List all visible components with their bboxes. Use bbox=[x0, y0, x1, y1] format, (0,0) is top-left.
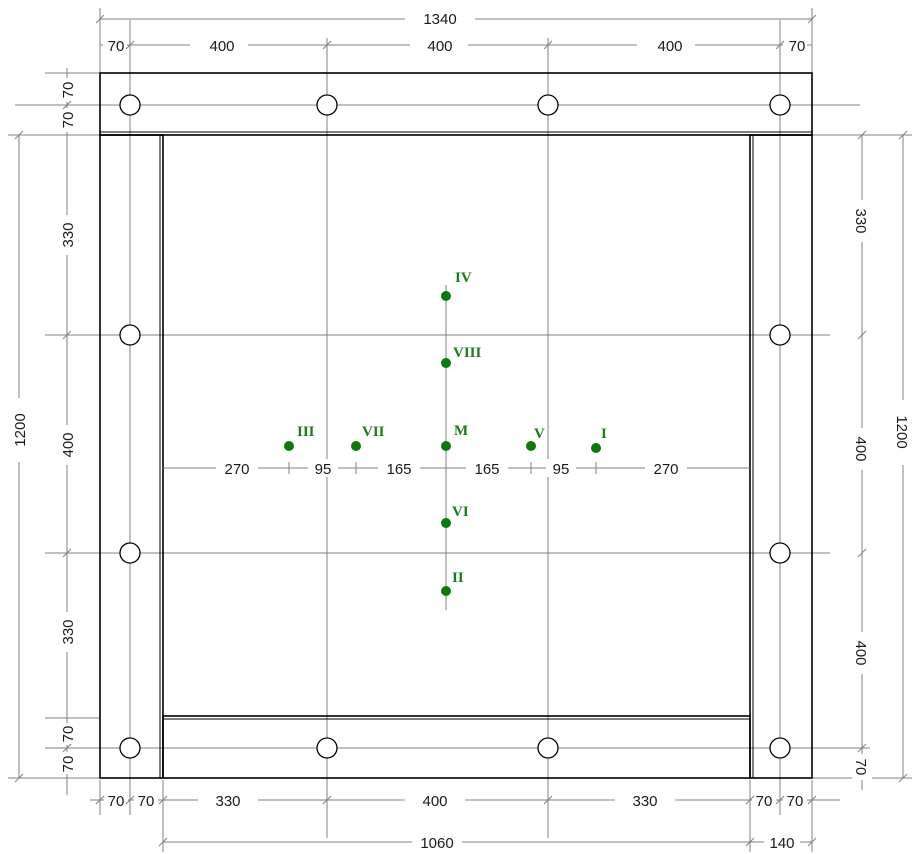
point-dot bbox=[441, 441, 451, 451]
dim-label: 400 bbox=[852, 640, 869, 665]
bolt-hole bbox=[316, 94, 338, 116]
bolt-hole bbox=[119, 737, 141, 759]
dim-label: 1340 bbox=[423, 11, 456, 28]
bolt-hole bbox=[537, 737, 559, 759]
dim-top-total: 1340 bbox=[95, 11, 817, 28]
dim-label: 70 bbox=[108, 793, 125, 810]
point-label: VI bbox=[452, 504, 469, 520]
point-III: III bbox=[284, 424, 315, 451]
bolt-holes bbox=[119, 94, 791, 759]
dim-label: 70 bbox=[787, 793, 804, 810]
dim-label: 140 bbox=[769, 835, 794, 852]
dim-top-segments: 70 400 400 400 70 bbox=[100, 36, 812, 55]
point-I: I bbox=[591, 426, 607, 453]
dim-label: 400 bbox=[657, 38, 682, 55]
point-dot bbox=[526, 441, 536, 451]
dim-label: 1060 bbox=[420, 835, 453, 852]
point-label: III bbox=[297, 424, 315, 440]
bolt-hole bbox=[769, 94, 791, 116]
dim-label: 330 bbox=[215, 793, 240, 810]
point-dot bbox=[284, 441, 294, 451]
point-label: VII bbox=[362, 424, 385, 440]
dim-label: 70 bbox=[138, 793, 155, 810]
point-label: I bbox=[601, 426, 607, 442]
bolt-hole bbox=[119, 324, 141, 346]
dim-label: 330 bbox=[60, 619, 77, 644]
dim-label: 70 bbox=[789, 38, 806, 55]
point-label: II bbox=[452, 570, 464, 586]
point-VIII: VIII bbox=[441, 345, 482, 368]
point-label: V bbox=[534, 426, 545, 442]
point-VI: VI bbox=[441, 504, 469, 528]
point-II: II bbox=[441, 570, 464, 596]
dim-center-chain: 270 95 165 165 95 270 bbox=[163, 459, 750, 478]
point-dot bbox=[591, 443, 601, 453]
dim-label: 70 bbox=[60, 82, 77, 99]
point-dot bbox=[351, 441, 361, 451]
dim-label: 330 bbox=[60, 222, 77, 247]
dim-label: 165 bbox=[386, 461, 411, 478]
bolt-hole bbox=[119, 542, 141, 564]
dim-label: 165 bbox=[474, 461, 499, 478]
point-label: IV bbox=[455, 270, 472, 286]
point-dot bbox=[441, 518, 451, 528]
dim-label: 1200 bbox=[12, 413, 29, 446]
grid-lines bbox=[15, 20, 870, 838]
bolt-hole bbox=[119, 94, 141, 116]
dim-label: 70 bbox=[108, 38, 125, 55]
dim-label: 70 bbox=[852, 759, 869, 776]
dim-label: 270 bbox=[224, 461, 249, 478]
dim-label: 270 bbox=[653, 461, 678, 478]
bolt-hole bbox=[769, 324, 791, 346]
measurement-points: IV VIII III VII M V I VI bbox=[284, 270, 607, 596]
dim-bottom-totals: 1060 140 bbox=[158, 835, 817, 852]
bolt-hole bbox=[769, 737, 791, 759]
dim-label: 95 bbox=[553, 461, 570, 478]
dim-label: 330 bbox=[632, 793, 657, 810]
dim-label: 400 bbox=[427, 38, 452, 55]
dim-label: 330 bbox=[852, 208, 869, 233]
dim-label: 70 bbox=[60, 726, 77, 743]
dim-right-segments: 330 400 400 70 bbox=[852, 130, 872, 790]
point-VII: VII bbox=[351, 424, 385, 451]
point-V: V bbox=[526, 426, 545, 451]
dim-label: 400 bbox=[60, 432, 77, 457]
dim-label: 400 bbox=[852, 436, 869, 461]
dim-label: 70 bbox=[60, 112, 77, 129]
point-M: M bbox=[441, 423, 468, 451]
bolt-hole bbox=[769, 542, 791, 564]
dim-label: 400 bbox=[422, 793, 447, 810]
dim-left-segments: 70 70 330 400 330 70 70 bbox=[56, 68, 77, 795]
dim-label: 1200 bbox=[893, 415, 910, 448]
bolt-hole bbox=[316, 737, 338, 759]
point-dot bbox=[441, 291, 451, 301]
point-label: M bbox=[454, 423, 468, 439]
bolt-hole bbox=[537, 94, 559, 116]
dim-label: 70 bbox=[756, 793, 773, 810]
point-IV: IV bbox=[441, 270, 472, 301]
dim-left-total: 1200 bbox=[12, 130, 29, 783]
point-dot bbox=[441, 586, 451, 596]
dim-label: 400 bbox=[209, 38, 234, 55]
dim-label: 95 bbox=[315, 461, 332, 478]
point-label: VIII bbox=[453, 345, 482, 361]
dim-bottom-segments: 70 70 330 400 330 70 70 bbox=[90, 791, 840, 810]
point-dot bbox=[441, 358, 451, 368]
dim-right-total: 1200 bbox=[893, 130, 913, 783]
dim-label: 70 bbox=[60, 756, 77, 773]
frame bbox=[99, 72, 813, 779]
